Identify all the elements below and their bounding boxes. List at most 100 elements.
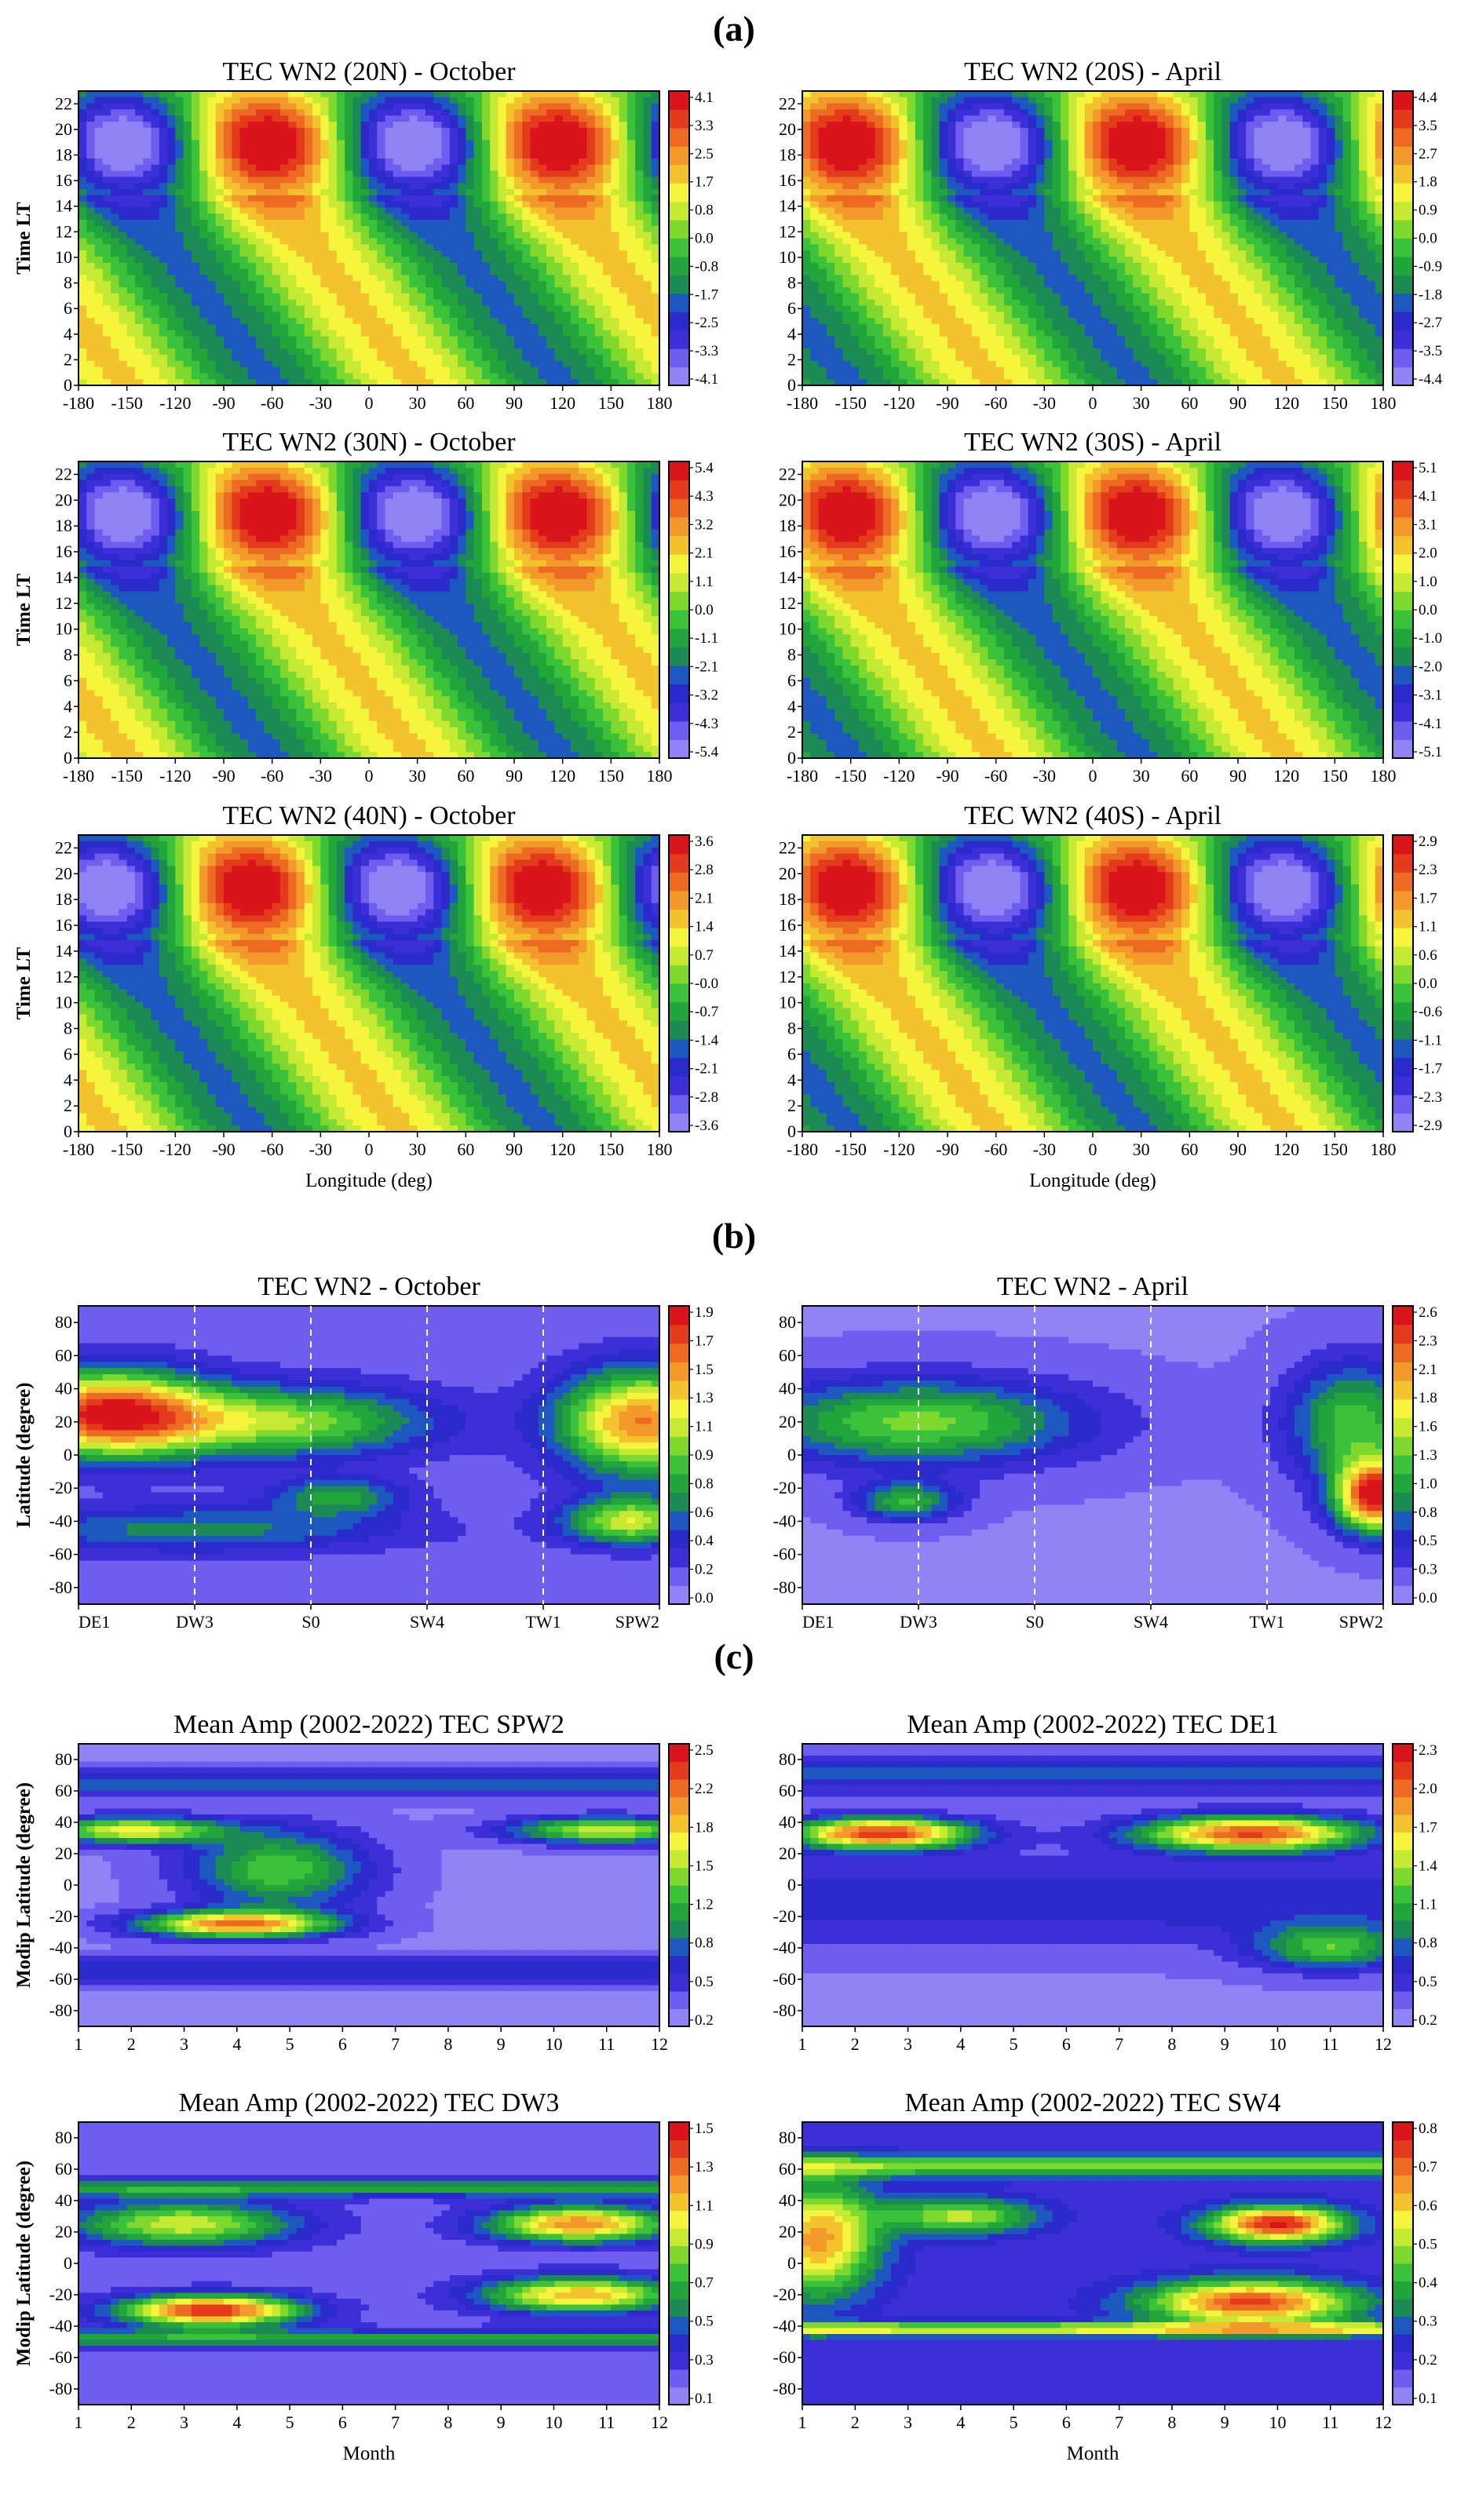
heatmap-cell [401,342,410,349]
heatmap-cell [425,115,434,122]
heatmap-cell [151,367,160,374]
heatmap-cell [570,275,579,282]
heatmap-cell [810,299,820,307]
heatmap-cell [939,127,948,135]
heatmap-cell [199,312,209,319]
heatmap-cell [377,220,386,227]
heatmap-cell [971,342,980,349]
heatmap-cell [94,342,104,349]
heatmap-cell [619,342,628,349]
heatmap-cell [842,367,852,374]
heatmap-cell [899,287,908,294]
heatmap-cell [842,312,852,319]
heatmap-cell [995,238,1005,245]
heatmap-cell [336,133,345,141]
heatmap-cell [151,312,160,319]
heatmap-cell [834,177,843,184]
heatmap-cell [1012,299,1021,307]
heatmap-cell [224,115,232,122]
heatmap-cell [199,109,209,116]
heatmap-cell [183,109,192,116]
heatmap-cell [810,323,820,331]
heatmap-cell [1003,275,1013,282]
heatmap-cell [288,195,298,202]
heatmap-cell [579,367,588,374]
heatmap-cell [232,330,241,337]
heatmap-cell [304,318,313,325]
heatmap-cell [955,323,965,331]
heatmap-cell [183,164,192,172]
heatmap-cell [94,354,104,362]
heatmap-cell [175,122,184,129]
heatmap-cell [473,312,483,319]
heatmap-cell [401,140,410,147]
heatmap-cell [514,91,523,98]
heatmap-cell [875,238,884,245]
heatmap-cell [232,373,241,380]
heatmap-cell [433,244,443,251]
heatmap-cell [401,250,410,257]
heatmap-cell [296,287,305,294]
heatmap-cell [466,312,475,319]
heatmap-cell [915,195,924,202]
heatmap-cell [826,244,835,251]
heatmap-cell [931,183,940,190]
heatmap-cell [336,342,345,349]
heatmap-cell [619,220,628,227]
heatmap-cell [506,183,515,190]
heatmap-cell [995,170,1005,177]
heatmap-cell [159,183,168,190]
heatmap-cell [1020,140,1029,147]
heatmap-cell [1028,379,1037,386]
heatmap-cell [441,183,451,190]
heatmap-cell [417,195,426,202]
heatmap-cell [224,232,232,239]
heatmap-cell [988,323,997,331]
heatmap-cell [923,103,933,111]
heatmap-cell [473,152,483,159]
heatmap-cell [466,342,475,349]
heatmap-cell [939,109,948,116]
heatmap-cell [626,312,636,319]
heatmap-cell [207,287,217,294]
heatmap-cell [256,293,265,301]
heatmap-cell [167,287,176,294]
heatmap-cell [570,146,579,153]
heatmap-cell [207,115,217,122]
heatmap-cell [570,323,579,331]
heatmap-cell [272,367,281,374]
heatmap-cell [586,342,596,349]
heatmap-cell [802,103,811,111]
heatmap-cell [1036,348,1045,356]
heatmap-cell [328,213,338,221]
heatmap-cell [385,373,394,380]
heatmap-cell [554,189,564,196]
heatmap-cell [417,262,426,270]
heatmap-cell [279,97,289,104]
heatmap-cell [417,189,426,196]
heatmap-cell [980,177,988,184]
heatmap-cell [232,183,241,190]
heatmap-cell [385,330,394,337]
heatmap-cell [232,164,241,172]
heatmap-cell [586,318,596,325]
heatmap-cell [948,152,956,159]
heatmap-cell [635,367,645,374]
heatmap-cell [352,275,362,282]
heatmap-cell [891,250,900,257]
heatmap-cell [360,140,370,147]
heatmap-cell [288,122,298,129]
heatmap-cell [360,268,370,275]
heatmap-cell [79,207,87,214]
heatmap-cell [320,318,330,325]
heatmap-cell [119,177,128,184]
heatmap-cell [651,262,660,270]
heatmap-cell [279,164,289,172]
heatmap-cell [850,146,860,153]
heatmap-cell [247,201,257,209]
heatmap-cell [345,152,354,159]
heatmap-cell [119,342,128,349]
heatmap-cell [369,330,378,337]
heatmap-cell [409,330,418,337]
heatmap-cell [279,281,289,288]
